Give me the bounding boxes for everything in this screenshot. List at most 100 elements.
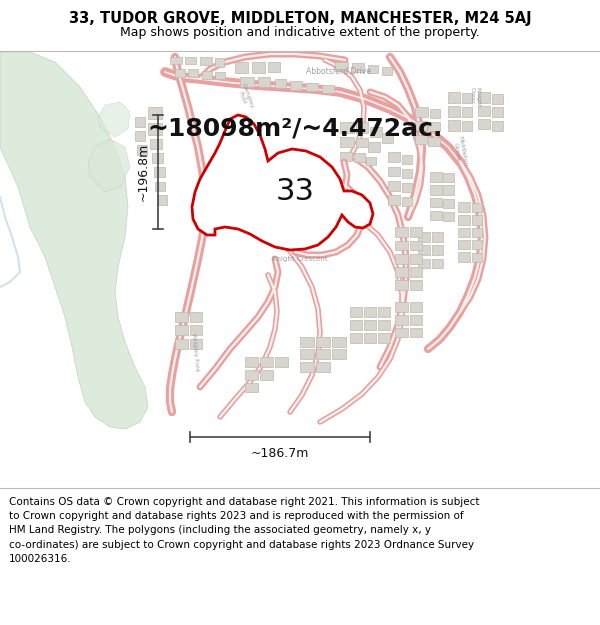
Polygon shape — [472, 253, 482, 262]
Polygon shape — [472, 203, 482, 212]
Polygon shape — [200, 57, 212, 65]
Polygon shape — [402, 197, 412, 206]
Polygon shape — [432, 245, 443, 255]
Polygon shape — [443, 173, 454, 182]
Polygon shape — [98, 102, 130, 137]
Polygon shape — [190, 325, 202, 335]
Polygon shape — [316, 337, 330, 347]
Polygon shape — [410, 315, 422, 325]
Polygon shape — [215, 72, 225, 79]
Text: Knight Crescent: Knight Crescent — [272, 256, 328, 262]
Polygon shape — [188, 69, 198, 77]
Polygon shape — [332, 337, 346, 347]
Polygon shape — [410, 302, 422, 312]
Polygon shape — [175, 339, 188, 349]
Polygon shape — [443, 199, 454, 208]
Polygon shape — [316, 362, 330, 372]
Polygon shape — [88, 139, 130, 192]
Polygon shape — [448, 92, 460, 103]
Polygon shape — [395, 302, 408, 312]
Polygon shape — [378, 320, 390, 330]
Polygon shape — [378, 333, 390, 343]
Polygon shape — [428, 137, 440, 146]
Polygon shape — [418, 232, 430, 242]
Polygon shape — [410, 328, 422, 337]
Polygon shape — [448, 106, 460, 117]
Polygon shape — [443, 185, 454, 195]
Polygon shape — [190, 339, 202, 349]
Polygon shape — [492, 107, 503, 117]
Text: ~18098m²/~4.472ac.: ~18098m²/~4.472ac. — [148, 117, 443, 141]
Polygon shape — [472, 215, 482, 225]
Polygon shape — [185, 57, 196, 64]
Polygon shape — [340, 137, 354, 147]
Polygon shape — [402, 155, 412, 164]
Polygon shape — [492, 121, 503, 131]
Polygon shape — [356, 138, 368, 147]
Polygon shape — [458, 215, 470, 225]
Polygon shape — [0, 52, 148, 429]
Polygon shape — [350, 320, 362, 330]
Polygon shape — [395, 241, 408, 250]
Polygon shape — [258, 77, 270, 87]
Polygon shape — [410, 254, 422, 264]
Polygon shape — [410, 280, 422, 290]
Polygon shape — [418, 245, 430, 255]
Text: 33, TUDOR GROVE, MIDDLETON, MANCHESTER, M24 5AJ: 33, TUDOR GROVE, MIDDLETON, MANCHESTER, … — [68, 11, 532, 26]
Polygon shape — [430, 185, 442, 195]
Polygon shape — [152, 153, 163, 163]
Polygon shape — [388, 152, 400, 162]
Polygon shape — [352, 63, 364, 72]
Polygon shape — [240, 77, 254, 87]
Polygon shape — [462, 121, 472, 131]
Polygon shape — [458, 240, 470, 249]
Polygon shape — [300, 362, 314, 372]
Polygon shape — [415, 107, 428, 117]
Text: 33: 33 — [275, 177, 314, 206]
Polygon shape — [135, 117, 145, 127]
Polygon shape — [462, 93, 472, 103]
Polygon shape — [472, 228, 482, 237]
Polygon shape — [395, 254, 408, 264]
Polygon shape — [388, 195, 400, 205]
Polygon shape — [356, 122, 368, 133]
Polygon shape — [335, 62, 348, 71]
Polygon shape — [410, 241, 422, 250]
Polygon shape — [137, 145, 147, 155]
Polygon shape — [458, 228, 470, 237]
Polygon shape — [368, 65, 378, 73]
Polygon shape — [430, 109, 440, 118]
Polygon shape — [415, 121, 427, 130]
Text: Map shows position and indicative extent of the property.: Map shows position and indicative extent… — [120, 26, 480, 39]
Polygon shape — [364, 320, 376, 330]
Polygon shape — [366, 157, 376, 165]
Polygon shape — [368, 142, 380, 152]
Polygon shape — [192, 115, 373, 250]
Polygon shape — [382, 133, 393, 143]
Polygon shape — [478, 106, 490, 116]
Polygon shape — [322, 85, 334, 93]
Polygon shape — [252, 62, 265, 73]
Polygon shape — [458, 252, 470, 262]
Polygon shape — [170, 57, 182, 64]
Polygon shape — [458, 202, 470, 212]
Polygon shape — [148, 123, 162, 135]
Polygon shape — [235, 62, 248, 73]
Polygon shape — [402, 169, 412, 178]
Polygon shape — [290, 81, 302, 90]
Polygon shape — [260, 370, 273, 380]
Polygon shape — [364, 307, 376, 317]
Polygon shape — [443, 212, 454, 221]
Polygon shape — [378, 307, 390, 317]
Polygon shape — [300, 349, 314, 359]
Polygon shape — [430, 211, 442, 220]
Polygon shape — [275, 357, 288, 367]
Polygon shape — [135, 131, 145, 141]
Polygon shape — [448, 120, 460, 131]
Polygon shape — [175, 312, 188, 322]
Text: Wrigley Fold: Wrigley Fold — [191, 332, 199, 371]
Polygon shape — [275, 79, 286, 88]
Polygon shape — [462, 107, 472, 117]
Polygon shape — [260, 357, 273, 367]
Polygon shape — [395, 280, 408, 290]
